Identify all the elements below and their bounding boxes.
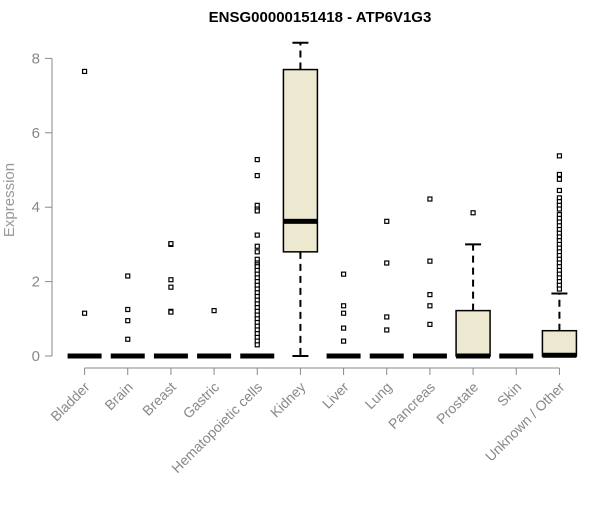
outlier-point <box>254 156 260 163</box>
box-skin <box>499 353 534 359</box>
box-liver <box>326 271 361 359</box>
y-tick-label: 0 <box>32 348 40 365</box>
box-gastric <box>197 308 232 359</box>
outlier-point <box>384 314 390 320</box>
outlier-point <box>254 243 260 249</box>
outlier-point <box>254 208 260 214</box>
chart-title: ENSG00000151418 - ATP6V1G3 <box>209 9 432 26</box>
x-tick-label: Skin <box>494 379 525 410</box>
outlier-point <box>125 273 131 279</box>
median-line <box>110 353 145 359</box>
x-tick-label: Gastric <box>180 379 223 422</box>
box-breast <box>153 241 188 359</box>
outlier-point <box>125 306 131 313</box>
median-line <box>153 353 188 359</box>
outlier-point <box>254 172 260 179</box>
outlier-point <box>340 271 347 277</box>
outlier-point <box>556 206 563 212</box>
outlier-point <box>556 187 563 194</box>
median-line <box>67 353 102 359</box>
outlier-point <box>427 321 433 327</box>
x-tick-label: Pancreas <box>385 379 438 432</box>
x-tick-label: Lung <box>362 379 395 412</box>
outlier-point <box>168 309 174 315</box>
median-line <box>197 353 232 359</box>
outlier-point <box>427 292 433 298</box>
box-kidney <box>282 41 319 357</box>
median-line <box>456 353 491 359</box>
outlier-point <box>340 338 347 344</box>
outlier-point <box>254 232 260 238</box>
outlier-point <box>81 68 88 75</box>
box-brain <box>110 273 145 359</box>
outlier-point <box>384 327 390 333</box>
box-iqr <box>282 68 319 253</box>
box-prostate <box>455 210 491 359</box>
outlier-point <box>254 249 260 255</box>
x-tick-label: Prostate <box>433 379 481 427</box>
box-bladder <box>67 68 102 359</box>
outlier-point <box>125 318 131 324</box>
x-tick-label: Unknown / Other <box>482 379 568 465</box>
outlier-point <box>427 303 433 309</box>
outlier-point <box>384 218 390 224</box>
outlier-point <box>556 171 563 178</box>
outlier-point <box>340 310 347 316</box>
box-hematopoietic-cells <box>240 156 275 359</box>
median-line <box>369 353 404 359</box>
median-line <box>542 352 577 358</box>
outlier-point <box>211 308 217 314</box>
y-tick-label: 8 <box>32 50 40 67</box>
y-tick-label: 6 <box>32 125 40 142</box>
outlier-point <box>470 210 476 216</box>
y-axis-label: Expression <box>1 163 18 237</box>
x-tick-label: Kidney <box>267 379 309 421</box>
outlier-point <box>384 260 390 266</box>
outlier-point <box>427 196 433 202</box>
outlier-point <box>556 176 563 182</box>
x-tick-label: Liver <box>319 379 352 412</box>
outlier-point <box>340 325 347 331</box>
x-tick-label: Brain <box>101 379 135 413</box>
outlier-point <box>125 336 131 342</box>
outlier-point <box>168 241 174 247</box>
plot-area <box>67 41 578 359</box>
box-iqr <box>455 309 491 357</box>
outlier-point <box>168 284 174 290</box>
outlier-point <box>168 277 174 283</box>
y-axis: 0 2 4 6 8 <box>32 50 53 365</box>
outlier-point <box>340 303 347 309</box>
median-line <box>283 218 318 224</box>
x-tick-label: Breast <box>139 379 179 419</box>
outlier-point <box>556 286 563 292</box>
box-pancreas <box>412 196 447 359</box>
median-line <box>412 353 447 359</box>
y-tick-label: 2 <box>32 274 40 291</box>
outlier-point <box>556 153 563 159</box>
box-unknown-other <box>541 153 578 358</box>
box-lung <box>369 218 404 359</box>
box-iqr <box>541 329 578 357</box>
median-line <box>326 353 361 359</box>
outlier-point <box>81 310 88 316</box>
y-tick-label: 4 <box>32 199 40 216</box>
outlier-point <box>254 342 260 348</box>
outlier-point <box>427 258 433 264</box>
median-line <box>240 353 275 359</box>
x-tick-label: Bladder <box>47 379 93 425</box>
median-line <box>499 353 534 359</box>
